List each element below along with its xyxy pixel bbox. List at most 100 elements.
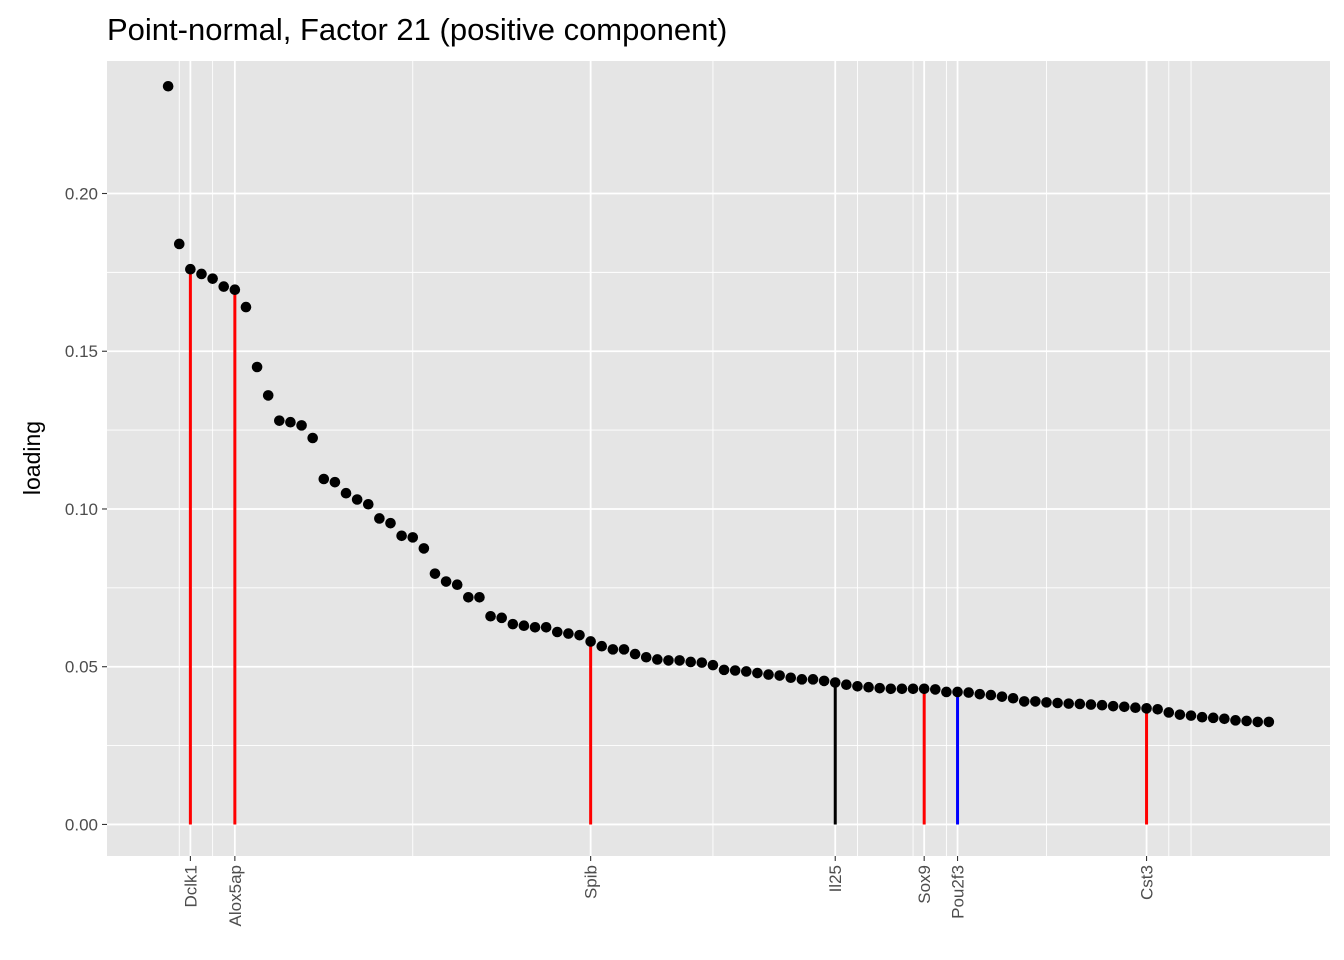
data-point: [507, 618, 519, 630]
x-tick-label-spib: Spib: [582, 865, 601, 899]
data-point: [963, 687, 974, 698]
data-point: [985, 689, 997, 701]
x-tick-label-sox9: Sox9: [915, 865, 934, 904]
data-point: [607, 644, 619, 655]
data-point: [1152, 704, 1163, 715]
data-point: [162, 80, 174, 92]
data-point: [474, 592, 485, 603]
x-axis-gene-labels: Dclk1 Alox5ap Spib Il25 Sox9 Pou2f3 Cst3: [181, 865, 1156, 926]
data-point: [930, 684, 941, 695]
data-point: [674, 655, 685, 666]
data-point: [696, 657, 708, 668]
data-point: [196, 268, 207, 280]
data-point: [596, 640, 608, 652]
data-point: [1030, 696, 1041, 707]
data-point: [274, 415, 285, 426]
data-point: [707, 659, 719, 671]
data-point: [1241, 715, 1252, 727]
data-point: [207, 273, 218, 284]
data-point: [1052, 697, 1063, 709]
chart-title: Point-normal, Factor 21 (positive compon…: [107, 12, 727, 47]
data-point: [1074, 698, 1086, 710]
data-point: [652, 654, 663, 665]
data-point: [729, 665, 741, 676]
data-point: [1007, 692, 1019, 704]
data-point: [396, 530, 407, 542]
data-point: [518, 620, 530, 632]
data-point: [1174, 709, 1186, 720]
data-point: [440, 576, 452, 587]
data-point: [1141, 703, 1152, 714]
data-point: [463, 592, 474, 603]
data-point: [451, 579, 463, 590]
data-point: [618, 644, 630, 655]
data-point: [385, 517, 396, 529]
data-point: [563, 628, 574, 639]
data-point: [262, 390, 274, 401]
data-points: [162, 80, 1275, 728]
data-point: [1096, 699, 1108, 711]
data-point: [185, 263, 196, 275]
data-point: [974, 688, 986, 700]
data-point: [907, 683, 919, 695]
data-point: [1263, 716, 1275, 728]
data-point: [229, 284, 241, 296]
data-point: [173, 238, 185, 250]
data-point: [585, 636, 596, 647]
data-point: [574, 629, 585, 641]
data-point: [718, 664, 730, 676]
data-point: [1041, 697, 1052, 708]
data-point: [529, 621, 541, 633]
data-point: [807, 674, 819, 685]
data-point: [429, 568, 441, 579]
data-point: [329, 476, 341, 488]
y-tick-label: 0.10: [65, 500, 98, 519]
data-point: [640, 651, 652, 663]
data-point: [240, 301, 252, 313]
y-tick-label: 0.00: [65, 815, 98, 834]
data-point: [785, 672, 797, 684]
x-tick-label-cst3: Cst3: [1138, 865, 1157, 900]
data-point: [952, 686, 963, 698]
x-tick-label-dclk1: Dclk1: [181, 865, 200, 908]
data-point: [685, 656, 697, 668]
data-point: [818, 675, 830, 687]
data-point: [285, 416, 296, 428]
data-point: [307, 432, 318, 444]
y-axis-label: loading: [19, 421, 45, 495]
y-tick-label: 0.20: [65, 185, 98, 204]
data-point: [1085, 699, 1097, 710]
data-point: [1219, 713, 1230, 725]
data-point: [852, 680, 863, 692]
data-point: [996, 691, 1008, 702]
data-point: [629, 648, 641, 660]
data-point: [829, 677, 841, 688]
data-point: [418, 543, 430, 554]
data-point: [1207, 712, 1219, 724]
x-tick-label-alox5ap: Alox5ap: [226, 865, 245, 926]
y-tick-label: 0.15: [65, 342, 98, 361]
data-point: [1018, 696, 1030, 707]
data-point: [496, 612, 507, 624]
data-point: [918, 683, 930, 695]
data-point: [1130, 702, 1141, 714]
data-point: [841, 679, 852, 690]
y-axis-tick-marks: [102, 192, 107, 826]
data-point: [374, 513, 385, 524]
data-point: [1196, 711, 1208, 723]
data-point: [1252, 716, 1264, 728]
y-tick-label: 0.05: [65, 658, 98, 677]
data-point: [896, 683, 908, 695]
data-point: [485, 610, 496, 622]
x-tick-label-pou2f3: Pou2f3: [949, 865, 968, 919]
y-axis-tick-labels: 0.00 0.05 0.10 0.15 0.20: [65, 185, 98, 835]
data-point: [941, 686, 952, 698]
data-point: [1163, 707, 1175, 718]
data-point: [774, 670, 785, 681]
data-point: [551, 626, 563, 638]
data-point: [1107, 700, 1119, 712]
data-point: [540, 621, 552, 633]
data-point: [763, 669, 774, 680]
gene-highlight-segments: [188, 269, 1149, 825]
